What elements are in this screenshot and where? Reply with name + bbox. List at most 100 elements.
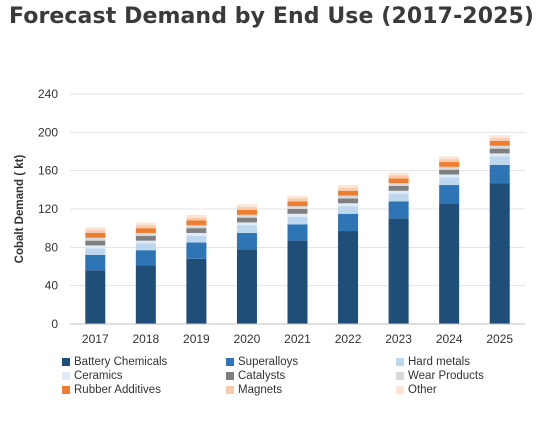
bar-segment xyxy=(236,207,257,210)
legend-label: Catalysts xyxy=(238,370,286,382)
bar-segment xyxy=(489,183,510,324)
bar-segment xyxy=(186,220,207,226)
bar-segment xyxy=(135,235,156,241)
chart-title: Forecast Demand by End Use (2017-2025) xyxy=(9,4,535,29)
legend-item: Battery Chemicals xyxy=(62,356,167,368)
legend-swatch xyxy=(62,372,70,380)
bar-segment xyxy=(439,203,460,324)
y-tick-label: 0 xyxy=(51,317,58,331)
bar-segment xyxy=(489,145,510,149)
bar-segment xyxy=(439,177,460,186)
legend-swatch xyxy=(226,386,234,394)
bar-segment xyxy=(338,206,359,214)
bar-segment xyxy=(439,169,460,175)
legend-label: Wear Products xyxy=(408,370,484,382)
bar-segment xyxy=(338,187,359,191)
x-axis-ticks: 2017 2018 2019 2020 2021 2022 2023 2024 2025 xyxy=(82,332,513,346)
bar-segment xyxy=(186,235,207,243)
bar-segment xyxy=(135,240,156,244)
bar-segment xyxy=(85,232,106,238)
x-tick-label: 2018 xyxy=(132,332,159,346)
bars xyxy=(85,135,510,324)
bar-segment xyxy=(135,228,156,233)
bar-segment xyxy=(489,138,510,141)
bar-segment xyxy=(489,148,510,154)
bar-segment xyxy=(186,228,207,233)
bar-segment xyxy=(85,270,106,324)
legend-label: Magnets xyxy=(238,384,283,396)
legend-swatch xyxy=(62,358,70,366)
bar-segment xyxy=(287,224,308,241)
bar-segment xyxy=(388,218,409,324)
y-tick-label: 40 xyxy=(45,279,59,293)
legend-swatch xyxy=(226,358,234,366)
legend-label: Battery Chemicals xyxy=(74,356,168,368)
bar-segment xyxy=(236,214,257,218)
bar-segment xyxy=(85,230,106,233)
bar-segment xyxy=(236,225,257,233)
legend-item: Wear Products xyxy=(396,370,484,382)
bar-segment xyxy=(287,213,308,217)
legend-item: Magnets xyxy=(226,384,282,396)
bar-segment xyxy=(439,156,460,160)
bar-segment xyxy=(186,225,207,229)
bar-segment xyxy=(489,156,510,165)
bar-segment xyxy=(338,203,359,207)
bar-segment xyxy=(287,195,308,199)
bar-segment xyxy=(489,164,510,184)
bar-segment xyxy=(236,217,257,223)
y-tick-label: 240 xyxy=(38,87,58,101)
bar-segment xyxy=(338,198,359,204)
y-tick-label: 200 xyxy=(38,125,58,139)
y-axis-label: Cobalt Demand ( kt) xyxy=(14,155,26,264)
bar-segment xyxy=(338,231,359,324)
legend-swatch xyxy=(396,372,404,380)
bar-segment xyxy=(186,258,207,324)
legend-label: Other xyxy=(408,384,437,396)
x-tick-label: 2020 xyxy=(234,332,261,346)
bar-segment xyxy=(388,201,409,219)
bar-segment xyxy=(287,198,308,202)
bar-segment xyxy=(388,175,409,179)
bar-segment xyxy=(287,206,308,209)
bar-segment xyxy=(236,232,257,250)
bar-segment xyxy=(236,209,257,215)
legend-swatch xyxy=(396,386,404,394)
bar-segment xyxy=(388,186,409,191)
x-tick-label: 2023 xyxy=(385,332,412,346)
x-tick-label: 2024 xyxy=(436,332,463,346)
legend-item: Hard metals xyxy=(396,356,470,368)
legend-swatch xyxy=(62,386,70,394)
x-tick-label: 2022 xyxy=(335,332,362,346)
bar-segment xyxy=(338,195,359,199)
bar-segment xyxy=(388,190,409,194)
bar-segment xyxy=(388,172,409,176)
bar-segment xyxy=(135,222,156,226)
bar-segment xyxy=(439,174,460,178)
bar-segment xyxy=(439,162,460,167)
bar-segment xyxy=(439,159,460,163)
legend-item: Catalysts xyxy=(226,370,285,382)
x-tick-label: 2025 xyxy=(486,332,513,346)
bar-segment xyxy=(439,185,460,204)
bar-segment xyxy=(338,213,359,232)
bar-segment xyxy=(338,185,359,188)
bar-segment xyxy=(388,193,409,202)
legend-swatch xyxy=(226,372,234,380)
legend-swatch xyxy=(396,358,404,366)
bar-segment xyxy=(388,178,409,184)
bar-segment xyxy=(439,166,460,170)
bar-segment xyxy=(236,204,257,208)
x-tick-label: 2019 xyxy=(183,332,210,346)
bar-segment xyxy=(85,245,106,249)
bar-segment xyxy=(85,240,106,246)
legend-label: Ceramics xyxy=(74,370,123,382)
bar-segment xyxy=(489,135,510,139)
bar-segment xyxy=(287,240,308,324)
bar-segment xyxy=(236,222,257,226)
bar-segment xyxy=(388,183,409,186)
y-tick-label: 160 xyxy=(38,164,58,178)
y-tick-label: 80 xyxy=(45,240,59,254)
bar-segment xyxy=(236,249,257,324)
